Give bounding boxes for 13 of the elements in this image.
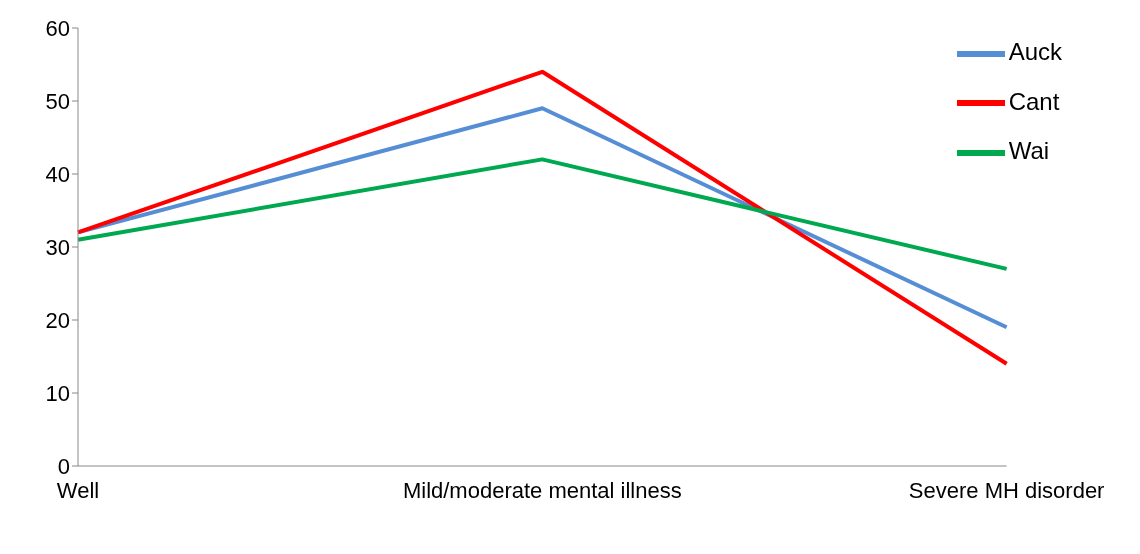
legend-label: Cant [1008,87,1060,115]
y-tick-label: 40 [45,161,70,187]
legend-label: Wai [1008,137,1050,165]
y-tick-label: 10 [45,380,70,406]
x-tick-label: Well [56,477,100,503]
y-tick-label: 30 [45,234,70,260]
y-tick-label: 0 [57,453,70,479]
x-tick-label: Mild/moderate mental illness [402,477,682,503]
legend-label: Auck [1008,38,1062,65]
y-tick-label: 50 [45,88,70,114]
y-tick-label: 20 [45,307,70,333]
x-tick-label: Severe MH disorder [908,477,1105,503]
y-tick-label: 60 [45,15,70,41]
